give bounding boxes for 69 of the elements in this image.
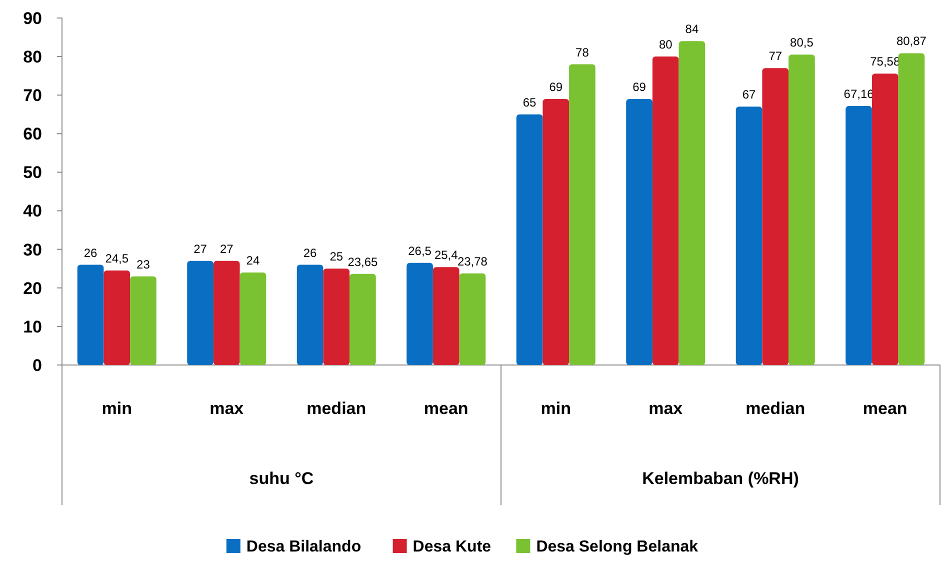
data-label: 27 xyxy=(220,242,234,256)
bar xyxy=(788,54,815,365)
data-label: 80,87 xyxy=(896,34,927,48)
bar xyxy=(569,64,596,365)
legend-label: Desa Kute xyxy=(412,538,492,556)
bar xyxy=(213,260,240,365)
bar xyxy=(516,114,543,365)
y-tick-label: 30 xyxy=(23,240,42,260)
data-label: 26 xyxy=(303,246,318,260)
bar xyxy=(296,264,324,365)
y-tick-label: 80 xyxy=(23,48,42,67)
data-label: 84 xyxy=(685,22,699,36)
bar xyxy=(459,273,486,365)
y-tick-label: 40 xyxy=(23,202,42,221)
x-tick-label: max xyxy=(648,399,684,418)
bar xyxy=(323,268,350,365)
y-tick-label: 0 xyxy=(32,356,42,375)
bar xyxy=(240,272,266,365)
y-tick-label: 70 xyxy=(23,86,42,106)
y-tick-label: 20 xyxy=(23,278,42,298)
data-label: 67 xyxy=(742,88,756,102)
x-tick-label: median xyxy=(306,399,366,418)
bar xyxy=(406,262,433,365)
y-tick-label: 50 xyxy=(23,163,42,182)
bar xyxy=(762,68,789,365)
y-tick-label: 90 xyxy=(23,8,42,28)
data-label: 26,5 xyxy=(408,244,432,258)
data-label: 78 xyxy=(576,45,590,60)
data-label: 69 xyxy=(549,80,563,94)
bar xyxy=(542,98,570,365)
bar xyxy=(736,106,762,365)
data-label: 80 xyxy=(658,38,673,52)
bar xyxy=(846,106,872,365)
bar xyxy=(104,270,130,365)
legend-label: Desa Selong Belanak xyxy=(536,538,698,556)
data-label: 23,78 xyxy=(457,254,488,268)
data-label: 77 xyxy=(768,49,782,64)
bar xyxy=(350,274,376,365)
data-label: 65 xyxy=(522,95,537,110)
data-label: 27 xyxy=(194,242,208,256)
bar xyxy=(77,264,104,365)
data-label: 25,4 xyxy=(434,248,458,262)
data-label: 23 xyxy=(136,257,150,272)
bar xyxy=(678,41,706,365)
text: Kelembaban (%RH) xyxy=(642,469,799,488)
x-tick-label: max xyxy=(210,399,244,418)
x-tick-label: min xyxy=(540,399,571,418)
x-tick-label: min xyxy=(102,399,132,418)
y-tick-label: 60 xyxy=(23,124,42,144)
bar xyxy=(187,260,214,365)
x-tick-label: mean xyxy=(424,399,468,418)
data-label: 26 xyxy=(84,246,98,260)
text: suhu °C xyxy=(249,469,314,488)
bar xyxy=(872,74,898,365)
data-label: 69 xyxy=(632,80,646,94)
bar xyxy=(432,267,460,365)
bar xyxy=(652,56,679,365)
data-label: 24,5 xyxy=(105,252,129,266)
x-tick-label: mean xyxy=(862,399,908,418)
data-label: 23,65 xyxy=(348,254,378,269)
data-label: 25 xyxy=(330,250,344,264)
bar xyxy=(130,276,156,365)
bar xyxy=(898,53,925,365)
bar xyxy=(626,98,652,365)
legend-label: Desa Bilalando xyxy=(246,538,362,556)
x-tick-label: median xyxy=(746,399,806,418)
y-tick-label: 10 xyxy=(23,317,42,336)
data-label: 80,5 xyxy=(790,36,814,50)
data-label: 24 xyxy=(246,253,260,268)
